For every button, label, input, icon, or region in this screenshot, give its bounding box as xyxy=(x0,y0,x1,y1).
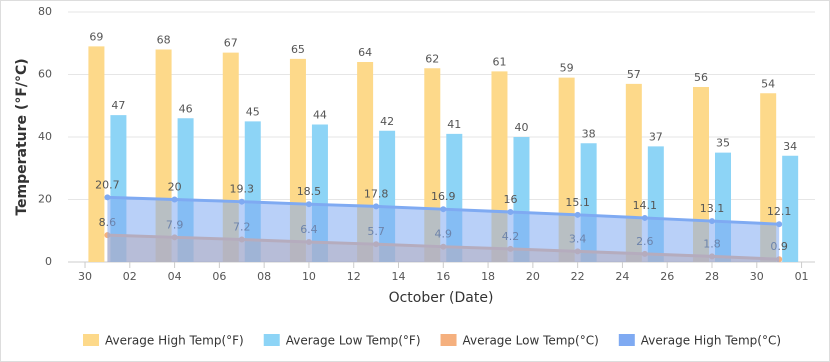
point xyxy=(776,221,783,228)
x-tick-label: 01 xyxy=(795,270,809,283)
legend-swatch xyxy=(263,334,280,346)
data-label: 54 xyxy=(761,77,775,90)
x-tick-label: 20 xyxy=(526,270,540,283)
x-tick-label: 02 xyxy=(123,270,137,283)
point xyxy=(507,209,514,215)
data-label: 47 xyxy=(111,99,125,112)
data-label: 14.1 xyxy=(633,199,658,212)
x-tick-label: 14 xyxy=(392,270,406,283)
y-tick-label: 20 xyxy=(38,193,52,206)
data-label: 20.7 xyxy=(95,178,120,191)
x-tick-label: 22 xyxy=(571,270,585,283)
data-label: 20 xyxy=(168,181,182,194)
area xyxy=(107,197,780,262)
data-label: 12.1 xyxy=(767,205,792,218)
data-label: 64 xyxy=(358,46,372,59)
legend-label: Average High Temp(°C) xyxy=(641,334,781,348)
point xyxy=(641,214,648,221)
data-label: 69 xyxy=(89,30,103,43)
data-label: 44 xyxy=(313,109,327,122)
legend-swatch xyxy=(618,334,635,346)
data-label: 13.1 xyxy=(700,202,725,215)
data-label: 67 xyxy=(224,37,238,50)
x-tick-label: 10 xyxy=(302,270,316,283)
y-tick-label: 40 xyxy=(38,130,52,143)
point xyxy=(373,203,380,210)
data-label: 38 xyxy=(582,127,596,140)
point xyxy=(708,218,715,225)
bar xyxy=(88,46,105,262)
x-tick-label: 26 xyxy=(660,270,674,283)
data-label: 65 xyxy=(291,43,305,56)
data-label: 62 xyxy=(425,52,439,65)
legend-label: Average Low Temp(°C) xyxy=(463,334,599,348)
y-tick-label: 80 xyxy=(38,5,52,18)
data-label: 16 xyxy=(503,193,517,206)
legend-label: Average High Temp(°F) xyxy=(105,334,244,348)
point xyxy=(440,206,447,213)
data-label: 16.9 xyxy=(431,190,456,203)
data-label: 68 xyxy=(157,34,171,47)
point xyxy=(305,201,312,208)
x-tick-label: 12 xyxy=(347,270,361,283)
x-tick-label: 30 xyxy=(78,270,92,283)
legend-swatch xyxy=(440,334,457,346)
data-label: 37 xyxy=(649,130,663,143)
y-tick-label: 0 xyxy=(45,255,52,268)
data-label: 59 xyxy=(560,62,574,75)
bar xyxy=(760,93,777,262)
x-tick-label: 18 xyxy=(481,270,495,283)
bar xyxy=(692,87,709,262)
data-label: 15.1 xyxy=(565,196,590,209)
data-label: 56 xyxy=(694,71,708,84)
bar xyxy=(782,155,799,262)
x-tick-label: 24 xyxy=(615,270,629,283)
x-tick-label: 16 xyxy=(436,270,450,283)
legend-label: Average Low Temp(°F) xyxy=(286,334,421,348)
x-tick-label: 30 xyxy=(750,270,764,283)
data-label: 19.3 xyxy=(230,183,255,196)
data-label: 57 xyxy=(627,68,641,81)
y-tick-label: 60 xyxy=(38,68,52,81)
data-label: 18.5 xyxy=(297,185,322,198)
legend-swatch xyxy=(83,334,99,346)
data-label: 40 xyxy=(514,121,528,134)
data-label: 17.8 xyxy=(364,187,389,200)
y-axis-title: Temperature (°F/°C) xyxy=(14,58,30,215)
point xyxy=(238,198,245,205)
x-axis-title: October (Date) xyxy=(389,290,494,306)
x-tick-label: 28 xyxy=(705,270,719,283)
point xyxy=(171,196,178,203)
x-tick-label: 06 xyxy=(212,270,226,283)
data-label: 34 xyxy=(783,140,797,153)
x-tick-label: 04 xyxy=(168,270,182,283)
data-label: 42 xyxy=(380,115,394,128)
x-tick-label: 08 xyxy=(257,270,271,283)
data-label: 41 xyxy=(447,118,461,131)
data-label: 46 xyxy=(179,102,193,115)
point xyxy=(104,194,111,201)
data-label: 61 xyxy=(492,55,506,68)
data-label: 45 xyxy=(246,105,260,118)
data-label: 35 xyxy=(716,137,730,150)
point xyxy=(574,211,581,218)
